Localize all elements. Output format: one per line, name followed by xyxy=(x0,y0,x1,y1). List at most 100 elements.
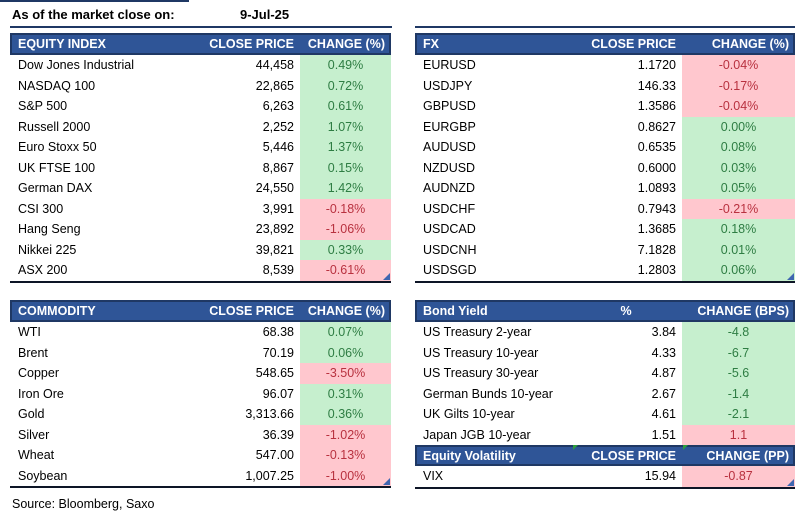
close-price-value: 3.84 xyxy=(651,325,676,340)
instrument-name: Gold xyxy=(18,407,45,422)
change-value: 0.05% xyxy=(682,178,795,199)
table-row: WTI 68.38 0.07% xyxy=(10,322,391,343)
change-value: -1.00% xyxy=(300,465,391,486)
table-row: Hang Seng 23,892 -1.06% xyxy=(10,219,391,240)
close-price-value: 5,446 xyxy=(262,140,294,155)
change-value: -3.50% xyxy=(300,363,391,384)
top-border-artifact xyxy=(0,0,189,2)
close-price-value: 2.67 xyxy=(651,386,676,401)
table-row: US Treasury 2-year 3.84 -4.8 xyxy=(415,322,795,343)
table-row: ASX 200 8,539 -0.61% xyxy=(10,260,391,281)
instrument-name: CSI 300 xyxy=(18,201,64,216)
table-row: Silver 36.39 -1.02% xyxy=(10,424,391,445)
table-row: Dow Jones Industrial 44,458 0.49% xyxy=(10,55,391,76)
change-value: -0.61% xyxy=(300,260,391,281)
table-row: CSI 300 3,991 -0.18% xyxy=(10,198,391,219)
excel-error-indicator-icon xyxy=(573,445,578,450)
table-row: Copper 548.65 -3.50% xyxy=(10,363,391,384)
instrument-name: Euro Stoxx 50 xyxy=(18,140,97,155)
table-row: USDSGD 1.2803 0.06% xyxy=(415,260,795,281)
close-price-value: 0.6000 xyxy=(637,160,676,175)
instrument-name: Silver xyxy=(18,427,50,442)
close-price-value: 70.19 xyxy=(262,345,294,360)
change-column-header: CHANGE (%) xyxy=(711,37,789,51)
volatility-rows: VIX 15.94 -0.87 xyxy=(415,466,795,487)
change-value: -2.1 xyxy=(682,404,795,425)
change-value: 0.07% xyxy=(300,322,391,343)
instrument-name: US Treasury 10-year xyxy=(423,345,539,360)
change-column-header: CHANGE (%) xyxy=(307,304,385,318)
instrument-name: Japan JGB 10-year xyxy=(423,427,531,442)
change-value: 0.31% xyxy=(300,383,391,404)
fx-table: FX CLOSE PRICE CHANGE (%) EURUSD 1.1720 -0… xyxy=(415,33,795,283)
table-row: German Bunds 10-year 2.67 -1.4 xyxy=(415,383,795,404)
change-value: -0.04% xyxy=(682,96,795,117)
close-price-value: 0.7943 xyxy=(637,201,676,216)
instrument-name: USDJPY xyxy=(423,78,473,93)
change-value: -0.17% xyxy=(682,75,795,96)
table-row: Nikkei 225 39,821 0.33% xyxy=(10,239,391,260)
table-title: Equity Volatility xyxy=(423,448,516,463)
instrument-name: EURUSD xyxy=(423,58,476,73)
close-price-value: 0.8627 xyxy=(637,119,676,134)
change-value: 1.1 xyxy=(682,424,795,445)
close-price-value: 1,007.25 xyxy=(245,468,294,483)
instrument-name: VIX xyxy=(423,469,444,484)
instrument-name: USDSGD xyxy=(423,263,477,278)
close-price-value: 1.3685 xyxy=(637,222,676,237)
close-price-value: 2,252 xyxy=(262,119,294,134)
close-price-value: 15.94 xyxy=(644,469,676,484)
instrument-name: US Treasury 2-year xyxy=(423,325,532,340)
table-row: NZDUSD 0.6000 0.03% xyxy=(415,157,795,178)
bond-yield-rows: US Treasury 2-year 3.84 -4.8 US Treasury 10… xyxy=(415,322,795,445)
change-value: -1.4 xyxy=(682,383,795,404)
close-price-value: 39,821 xyxy=(255,242,294,257)
table-row: Wheat 547.00 -0.13% xyxy=(10,445,391,466)
equity-index-header: EQUITY INDEX CLOSE PRICE CHANGE (%) xyxy=(10,33,391,55)
table-title: Bond Yield xyxy=(423,304,488,318)
instrument-name: UK Gilts 10-year xyxy=(423,407,515,422)
close-price-value: 1.3586 xyxy=(637,99,676,114)
table-row: German DAX 24,550 1.42% xyxy=(10,178,391,199)
instrument-name: USDCAD xyxy=(423,222,476,237)
close-price-value: 96.07 xyxy=(262,386,294,401)
instrument-name: Hang Seng xyxy=(18,222,81,237)
close-price-value: 8,867 xyxy=(262,160,294,175)
excel-corner-marker-icon xyxy=(383,272,390,280)
excel-corner-marker-icon xyxy=(787,272,794,280)
table-row: Soybean 1,007.25 -1.00% xyxy=(10,465,391,486)
close-price-value: 548.65 xyxy=(255,366,294,381)
equity-volatility-header: Equity Volatility CLOSE PRICE CHANGE (PP… xyxy=(415,445,795,466)
table-row: Brent 70.19 0.06% xyxy=(10,342,391,363)
change-value: 0.00% xyxy=(682,116,795,137)
close-price-value: 146.33 xyxy=(637,78,676,93)
instrument-name: AUDNZD xyxy=(423,181,476,196)
change-value: 0.18% xyxy=(682,219,795,240)
instrument-name: Copper xyxy=(18,366,59,381)
equity-index-table: EQUITY INDEX CLOSE PRICE CHANGE (%) Dow … xyxy=(10,33,391,283)
title-underline-left xyxy=(10,26,392,28)
excel-error-indicator-icon xyxy=(683,445,688,450)
table-row: UK Gilts 10-year 4.61 -2.1 xyxy=(415,404,795,425)
close-price-value: 4.87 xyxy=(651,366,676,381)
change-column-header: CHANGE (%) xyxy=(307,37,385,51)
commodity-header: COMMODITY CLOSE PRICE CHANGE (%) xyxy=(10,300,391,322)
instrument-name: ASX 200 xyxy=(18,263,68,278)
change-value: 1.42% xyxy=(300,178,391,199)
close-price-value: 4.33 xyxy=(651,345,676,360)
table-row: USDJPY 146.33 -0.17% xyxy=(415,75,795,96)
table-row: EURUSD 1.1720 -0.04% xyxy=(415,55,795,76)
change-value: -1.06% xyxy=(300,219,391,240)
close-price-value: 36.39 xyxy=(262,427,294,442)
change-column-header: CHANGE (BPS) xyxy=(697,304,789,318)
table-row: AUDNZD 1.0893 0.05% xyxy=(415,178,795,199)
change-value: 0.01% xyxy=(682,239,795,260)
table-row: US Treasury 10-year 4.33 -6.7 xyxy=(415,342,795,363)
close-price-value: 7.1828 xyxy=(637,242,676,257)
fx-rows: EURUSD 1.1720 -0.04% USDJPY 146.33 -0.17% GBPU… xyxy=(415,55,795,281)
close-price-value: 1.2803 xyxy=(637,263,676,278)
close-price-value: 68.38 xyxy=(262,325,294,340)
excel-corner-marker-icon xyxy=(787,478,794,486)
change-value: 1.07% xyxy=(300,116,391,137)
instrument-name: Nikkei 225 xyxy=(18,242,77,257)
